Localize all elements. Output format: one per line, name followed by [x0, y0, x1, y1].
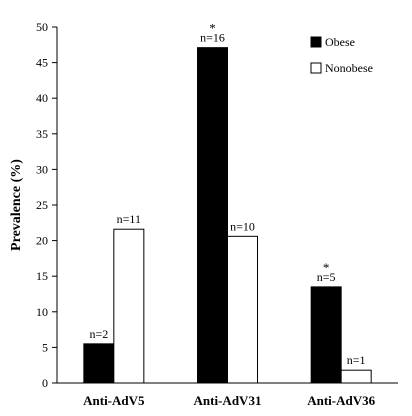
y-tick-label: 15	[36, 269, 48, 283]
bar-nonobese-anti-adv31	[227, 235, 258, 384]
x-category-label: Anti-AdV5	[83, 393, 145, 408]
y-tick-label: 50	[36, 20, 48, 34]
legend: Obese Nonobese	[310, 35, 373, 75]
y-tick-label: 25	[36, 198, 48, 212]
x-category-label: Anti-AdV36	[307, 393, 375, 408]
y-axis-title: Prevalence (%)	[9, 159, 24, 251]
legend-swatch-obese	[310, 36, 322, 48]
bars	[83, 47, 372, 384]
y-axis-ticks: 0 5 10 15 20 25 30 35 40 45 50	[36, 20, 57, 390]
bar-obese-anti-adv36	[310, 286, 342, 384]
bar-data-label: n=10	[230, 219, 255, 233]
y-tick-label: 45	[36, 56, 48, 70]
y-tick-label: 5	[42, 340, 48, 354]
y-tick-label: 40	[36, 91, 48, 105]
y-tick-label: 20	[36, 234, 48, 248]
significance-marker: *	[323, 260, 330, 275]
legend-label-obese: Obese	[325, 35, 355, 49]
bar-data-label: n=5	[317, 270, 336, 284]
bar-data-label: n=16	[200, 31, 225, 45]
x-category-label: Anti-AdV31	[194, 393, 262, 408]
y-tick-label: 35	[36, 127, 48, 141]
x-axis-categories: Anti-AdV5 Anti-AdV31 Anti-AdV36	[83, 393, 375, 408]
legend-swatch-nonobese	[310, 62, 322, 74]
significance-marker: *	[209, 21, 216, 36]
y-tick-label: 30	[36, 162, 48, 176]
bar-data-label: n=1	[347, 353, 366, 367]
y-tick-label: 0	[42, 376, 48, 390]
bar-data-label: n=11	[117, 212, 141, 226]
bar-data-labels: n=2n=11n=16*n=10n=5*n=1	[89, 21, 365, 368]
bar-data-label: n=2	[89, 327, 108, 341]
legend-label-nonobese: Nonobese	[325, 61, 373, 75]
bar-nonobese-anti-adv5	[113, 228, 145, 384]
bar-nonobese-anti-adv36	[340, 369, 372, 384]
bar-obese-anti-adv5	[83, 343, 115, 384]
y-tick-label: 10	[36, 305, 48, 319]
bar-obese-anti-adv31	[197, 47, 228, 384]
